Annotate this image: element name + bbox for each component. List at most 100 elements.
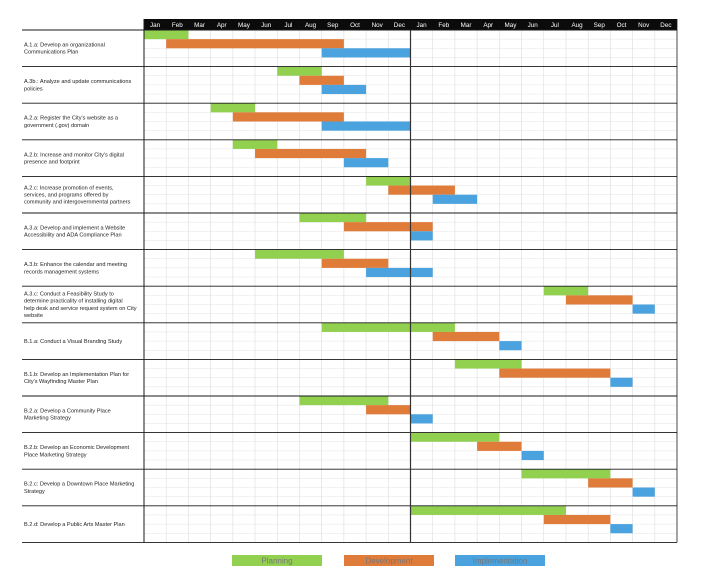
task-label: determine practicality of installing dig…: [24, 299, 123, 305]
task-label: A.2.c: Increase promotion of events,: [24, 185, 114, 191]
gantt-bar-development: [232, 112, 344, 122]
task-label: B.2.b: Develop an Economic Development: [24, 445, 130, 451]
gantt-bar-planning: [321, 322, 455, 332]
month-label: Sep: [327, 22, 339, 29]
gantt-bar-implementation: [521, 450, 544, 461]
task-label: A.3.b: Enhance the calendar and meeting: [24, 262, 127, 268]
month-label: May: [238, 22, 251, 29]
gantt-bar-implementation: [410, 231, 433, 241]
gantt-bar-development: [477, 441, 522, 451]
gantt-bar-development: [366, 405, 411, 415]
task-label: Place Marketing Strategy: [24, 452, 87, 458]
task-label: A.3.c: Conduct a Feasibility Study to: [24, 292, 114, 298]
month-label: Nov: [638, 22, 650, 29]
legend-label-development: Development: [365, 556, 413, 565]
task-label: community and intergovernmental partners: [24, 200, 131, 206]
month-label: Jun: [261, 22, 272, 29]
gantt-bar-implementation: [321, 84, 367, 95]
legend-swatch-development: [344, 555, 434, 566]
month-label: Aug: [571, 22, 583, 29]
gantt-bar-implementation: [610, 524, 633, 534]
task-label: Accessibility and ADA Compliance Plan: [24, 233, 122, 239]
month-label: Apr: [483, 22, 493, 29]
gantt-bar-planning: [521, 469, 611, 479]
month-label: Mar: [461, 22, 472, 29]
gantt-bar-planning: [210, 103, 256, 113]
legend-swatch-planning: [232, 555, 322, 566]
gantt-bar-planning: [454, 359, 522, 369]
gantt-bar-planning: [299, 396, 389, 406]
task-label: Communications Plan: [24, 50, 78, 56]
task-label: B.1.a: Conduct a Visual Branding Study: [24, 339, 122, 345]
gantt-bar-implementation: [632, 487, 655, 497]
gantt-bar-planning: [299, 213, 367, 223]
task-label: B.2.d: Develop a Public Arts Master Plan: [24, 522, 125, 528]
task-label: B.2.c: Develop a Downtown Place Marketin…: [24, 482, 134, 488]
legend-label-planning: Planning: [261, 556, 292, 565]
task-label: services, and programs offered by: [24, 193, 109, 199]
gantt-bar-planning: [232, 139, 278, 149]
task-label: government (.gov) domain: [24, 123, 89, 129]
month-label: Aug: [305, 22, 317, 29]
gantt-bar-development: [255, 148, 367, 159]
month-label: Sep: [594, 22, 606, 29]
task-label: Marketing Strategy: [24, 416, 71, 422]
gantt-bar-planning: [144, 30, 189, 40]
gantt-bar-planning: [277, 66, 322, 76]
gantt-bar-development: [499, 368, 611, 378]
task-label: A.1.a: Develop an organizational: [24, 43, 105, 49]
task-label: A.3b.: Analyze and update communications: [24, 79, 131, 85]
gantt-bar-planning: [366, 176, 411, 186]
gantt-bar-development: [343, 222, 433, 232]
month-label: Dec: [394, 22, 405, 29]
task-label: presence and footprint: [24, 160, 80, 166]
gantt-bar-development: [432, 331, 500, 342]
gantt-bar-implementation: [632, 304, 655, 314]
gantt-bar-development: [166, 39, 344, 49]
month-label: Mar: [194, 22, 205, 29]
gantt-bar-implementation: [410, 414, 433, 424]
task-label: help desk and service request system on …: [24, 306, 137, 312]
gantt-bar-implementation: [499, 341, 522, 351]
gantt-bar-development: [299, 75, 344, 85]
task-label: records management systems: [24, 269, 99, 275]
month-label: Feb: [438, 22, 449, 29]
gantt-bar-planning: [410, 432, 500, 442]
gantt-bar-implementation: [432, 194, 478, 204]
month-label: Oct: [350, 22, 360, 29]
task-label: A.3.a: Develop and implement a Website: [24, 226, 125, 232]
month-label: Dec: [660, 22, 671, 29]
month-label: Jan: [417, 22, 428, 29]
gantt-bar-development: [543, 514, 611, 525]
gantt-bar-implementation: [321, 48, 411, 58]
gantt-bar-development: [321, 258, 389, 268]
gantt-bar-planning: [255, 249, 344, 259]
gantt-bar-development: [588, 478, 633, 488]
legend-swatch-implementation: [455, 555, 545, 566]
month-label: Feb: [172, 22, 183, 29]
gantt-bar-planning: [543, 286, 589, 296]
gantt-bar-implementation: [321, 121, 411, 131]
legend-label-implementation: Implementation: [473, 556, 528, 565]
gantt-bar-development: [388, 185, 455, 195]
task-label: website: [23, 313, 43, 319]
gantt-bar-planning: [410, 505, 566, 515]
task-label: policies: [24, 86, 43, 92]
month-header-bar: [144, 19, 677, 30]
month-label: Nov: [372, 22, 384, 29]
task-label: City's Wayfinding Master Plan: [24, 379, 98, 385]
month-label: Jan: [150, 22, 161, 29]
month-label: Jul: [284, 22, 292, 29]
task-label: B.2.a: Develop a Community Place: [24, 409, 111, 415]
month-label: Jul: [551, 22, 559, 29]
gantt-bar-implementation: [366, 267, 433, 278]
task-label: A.2.b: Increase and monitor City's digit…: [24, 152, 124, 158]
task-label: B.1.b: Develop an Implementation Plan fo…: [24, 372, 129, 378]
gantt-bar-implementation: [610, 377, 633, 387]
gantt-bar-development: [565, 295, 633, 305]
gantt-bar-implementation: [343, 158, 389, 168]
task-label: A.2.a: Register the City's website as a: [24, 116, 119, 122]
month-label: Oct: [617, 22, 627, 29]
task-label: Strategy: [24, 489, 45, 495]
